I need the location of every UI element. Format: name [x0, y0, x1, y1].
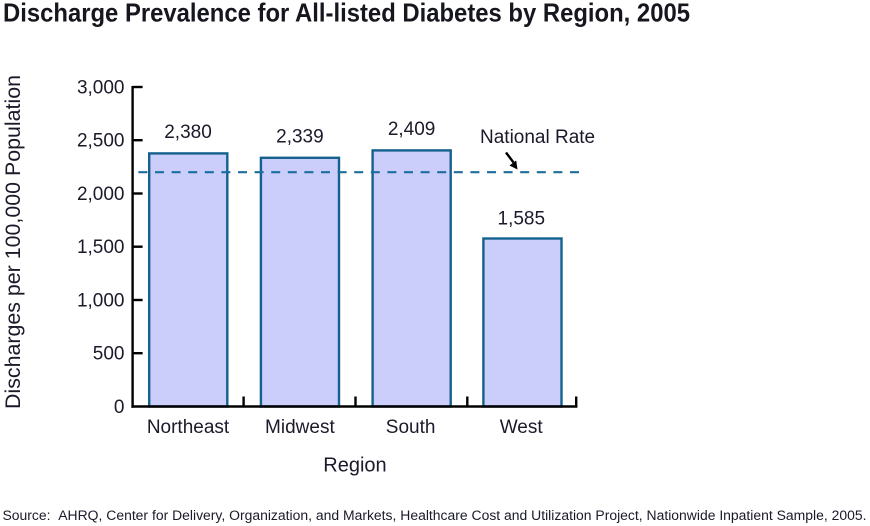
svg-text:2,339: 2,339	[276, 126, 324, 147]
svg-text:1,500: 1,500	[77, 237, 125, 258]
svg-text:2,500: 2,500	[77, 131, 125, 152]
svg-text:Region: Region	[323, 454, 386, 476]
svg-text:3,000: 3,000	[77, 78, 125, 99]
svg-text:South: South	[386, 417, 436, 438]
svg-text:2,409: 2,409	[388, 119, 436, 140]
svg-text:2,000: 2,000	[77, 184, 125, 205]
svg-text:1,000: 1,000	[77, 290, 125, 311]
svg-text:Midwest: Midwest	[265, 417, 335, 438]
svg-text:500: 500	[93, 344, 125, 365]
svg-text:West: West	[500, 417, 544, 438]
svg-text:1,585: 1,585	[498, 209, 546, 230]
svg-text:Discharge Prevalence for All-l: Discharge Prevalence for All-listed Diab…	[3, 0, 690, 28]
svg-text:National Rate: National Rate	[480, 127, 595, 148]
svg-text:Source: AHRQ, Center for Deli: Source: AHRQ, Center for Delivery, Organ…	[3, 508, 867, 523]
svg-text:Discharges per 100,000 Populat: Discharges per 100,000 Population	[2, 75, 25, 409]
svg-text:Northeast: Northeast	[147, 417, 230, 438]
svg-text:2,380: 2,380	[164, 122, 212, 143]
svg-text:0: 0	[114, 397, 125, 418]
